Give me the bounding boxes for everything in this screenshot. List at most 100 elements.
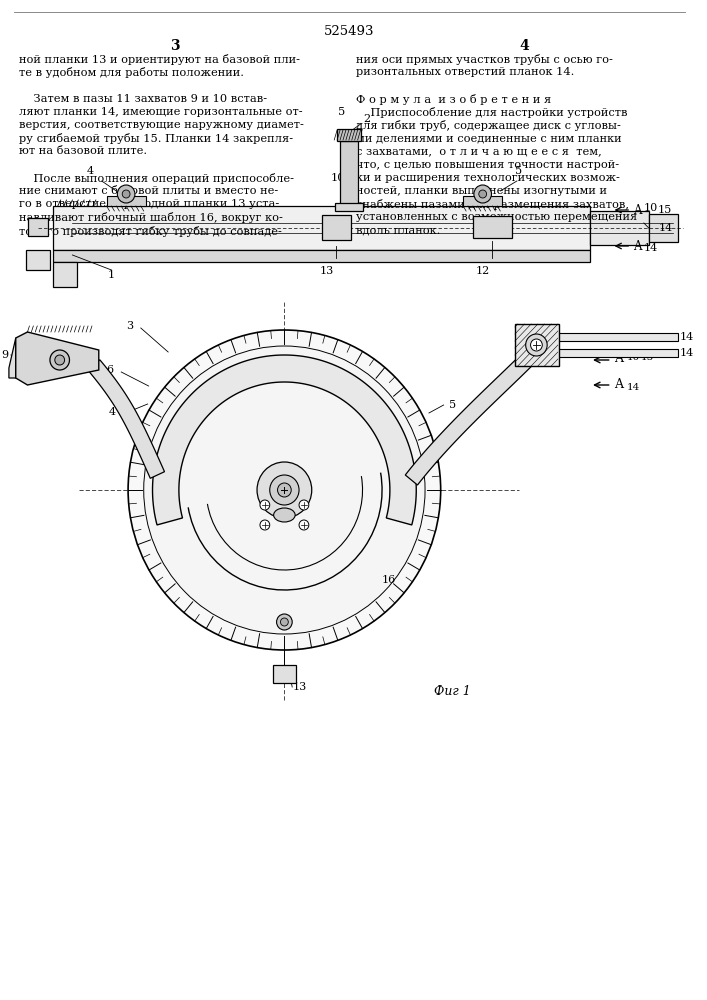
Text: 3: 3: [126, 321, 133, 331]
Bar: [273, 665, 296, 683]
Text: ной планки 13 и ориентируют на базовой пли-: ной планки 13 и ориентируют на базовой п…: [18, 54, 300, 65]
Bar: [649, 214, 678, 242]
Text: 14: 14: [644, 243, 658, 253]
Text: 4: 4: [86, 166, 93, 176]
Circle shape: [260, 520, 270, 530]
Circle shape: [128, 330, 440, 650]
Text: 14: 14: [658, 223, 673, 233]
Bar: [28, 218, 48, 236]
Text: Фиг 1: Фиг 1: [434, 685, 471, 698]
Text: 5: 5: [338, 107, 345, 117]
Text: Ф о р м у л а  и з о б р е т е н и я: Ф о р м у л а и з о б р е т е н и я: [356, 94, 551, 105]
Text: ляют планки 14, имеющие горизонтальные от-: ляют планки 14, имеющие горизонтальные о…: [18, 107, 303, 117]
Bar: [107, 196, 146, 206]
Polygon shape: [405, 349, 537, 485]
Circle shape: [55, 355, 64, 365]
Text: 9: 9: [1, 350, 8, 360]
Text: 525493: 525493: [324, 25, 374, 38]
Text: что, с целью повышения точности настрой-: что, с целью повышения точности настрой-: [356, 160, 619, 170]
Polygon shape: [88, 360, 165, 478]
Text: 14: 14: [680, 348, 694, 358]
Polygon shape: [153, 355, 416, 525]
Text: те в удобном для работы положении.: те в удобном для работы положении.: [18, 67, 244, 78]
Text: Приспособление для настройки устройств: Приспособление для настройки устройств: [356, 107, 627, 118]
Text: 13: 13: [320, 266, 334, 276]
Circle shape: [299, 520, 309, 530]
Bar: [340, 141, 358, 206]
Circle shape: [530, 339, 542, 351]
Text: ние снимают с базовой плиты и вместо не-: ние снимают с базовой плиты и вместо не-: [18, 186, 278, 196]
Polygon shape: [16, 332, 99, 385]
Text: 1: 1: [108, 270, 115, 280]
Bar: [558, 333, 678, 341]
Bar: [25, 250, 50, 270]
Circle shape: [479, 190, 486, 198]
Text: 10: 10: [626, 353, 640, 361]
Circle shape: [122, 190, 130, 198]
Text: го в отверстие переходной планки 13 уста-: го в отверстие переходной планки 13 уста…: [18, 199, 279, 209]
Bar: [53, 262, 77, 287]
Text: 14: 14: [626, 383, 640, 392]
Text: 10: 10: [330, 173, 345, 183]
Bar: [590, 211, 649, 245]
Text: 3: 3: [170, 39, 180, 53]
Text: 6: 6: [461, 417, 468, 427]
Text: ми делениями и соединенные с ним планки: ми делениями и соединенные с ним планки: [356, 133, 621, 143]
Text: 15: 15: [641, 353, 654, 361]
Circle shape: [260, 500, 270, 510]
Text: 5: 5: [448, 400, 455, 410]
Bar: [473, 216, 512, 238]
Text: 4: 4: [520, 39, 530, 53]
Circle shape: [50, 350, 69, 370]
Text: вдоль планок.: вдоль планок.: [356, 226, 440, 236]
Circle shape: [257, 462, 312, 518]
Text: 10: 10: [644, 203, 658, 213]
Text: 2: 2: [363, 114, 370, 124]
Bar: [53, 206, 590, 250]
Circle shape: [270, 475, 299, 505]
Text: ки и расширения технологических возмож-: ки и расширения технологических возмож-: [356, 173, 619, 183]
Circle shape: [474, 185, 491, 203]
Text: ру сгибаемой трубы 15. Планки 14 закрепля-: ру сгибаемой трубы 15. Планки 14 закрепл…: [18, 133, 293, 144]
Bar: [53, 250, 590, 262]
Bar: [515, 324, 559, 366]
Text: 5: 5: [515, 166, 522, 176]
Text: верстия, соответствующие наружному диамет-: верстия, соответствующие наружному диаме…: [18, 120, 303, 130]
Text: снабжены пазами для размещения захватов,: снабжены пазами для размещения захватов,: [356, 199, 629, 210]
Text: 4: 4: [108, 407, 115, 417]
Text: торого производят гибку трубы до совпаде-: торого производят гибку трубы до совпаде…: [18, 226, 281, 237]
Circle shape: [144, 346, 425, 634]
Circle shape: [281, 618, 288, 626]
Text: ностей, планки выполнены изогнутыми и: ностей, планки выполнены изогнутыми и: [356, 186, 607, 196]
Circle shape: [299, 500, 309, 510]
Bar: [558, 349, 678, 357]
Text: с захватами,  о т л и ч а ю щ е е с я  тем,: с захватами, о т л и ч а ю щ е е с я тем…: [356, 146, 602, 156]
Text: ния оси прямых участков трубы с осью го-: ния оси прямых участков трубы с осью го-: [356, 54, 612, 65]
Circle shape: [276, 614, 292, 630]
Text: 6: 6: [106, 365, 113, 375]
Text: установленных с возможностью перемещения: установленных с возможностью перемещения: [356, 212, 637, 222]
Text: навливают гибочный шаблон 16, вокруг ко-: навливают гибочный шаблон 16, вокруг ко-: [18, 212, 283, 223]
Bar: [335, 203, 363, 211]
Text: A: A: [614, 353, 623, 365]
Text: 14: 14: [680, 332, 694, 342]
Polygon shape: [9, 338, 16, 378]
Text: 14: 14: [9, 360, 23, 370]
Circle shape: [526, 334, 547, 356]
Text: После выполнения операций приспособле-: После выполнения операций приспособле-: [18, 173, 293, 184]
Text: ризонтальных отверстий планок 14.: ризонтальных отверстий планок 14.: [356, 67, 574, 77]
Ellipse shape: [274, 508, 295, 522]
Circle shape: [278, 483, 291, 497]
Text: 12: 12: [476, 266, 490, 276]
Text: 15: 15: [658, 205, 672, 215]
Bar: [463, 196, 502, 206]
Circle shape: [117, 185, 135, 203]
Text: A: A: [633, 239, 642, 252]
Text: ют на базовой плите.: ют на базовой плите.: [18, 146, 147, 156]
Text: A: A: [614, 377, 623, 390]
Text: 16: 16: [382, 575, 397, 585]
Bar: [337, 129, 361, 141]
Bar: [322, 215, 351, 240]
Text: A: A: [633, 204, 642, 217]
Text: 13: 13: [292, 682, 306, 692]
